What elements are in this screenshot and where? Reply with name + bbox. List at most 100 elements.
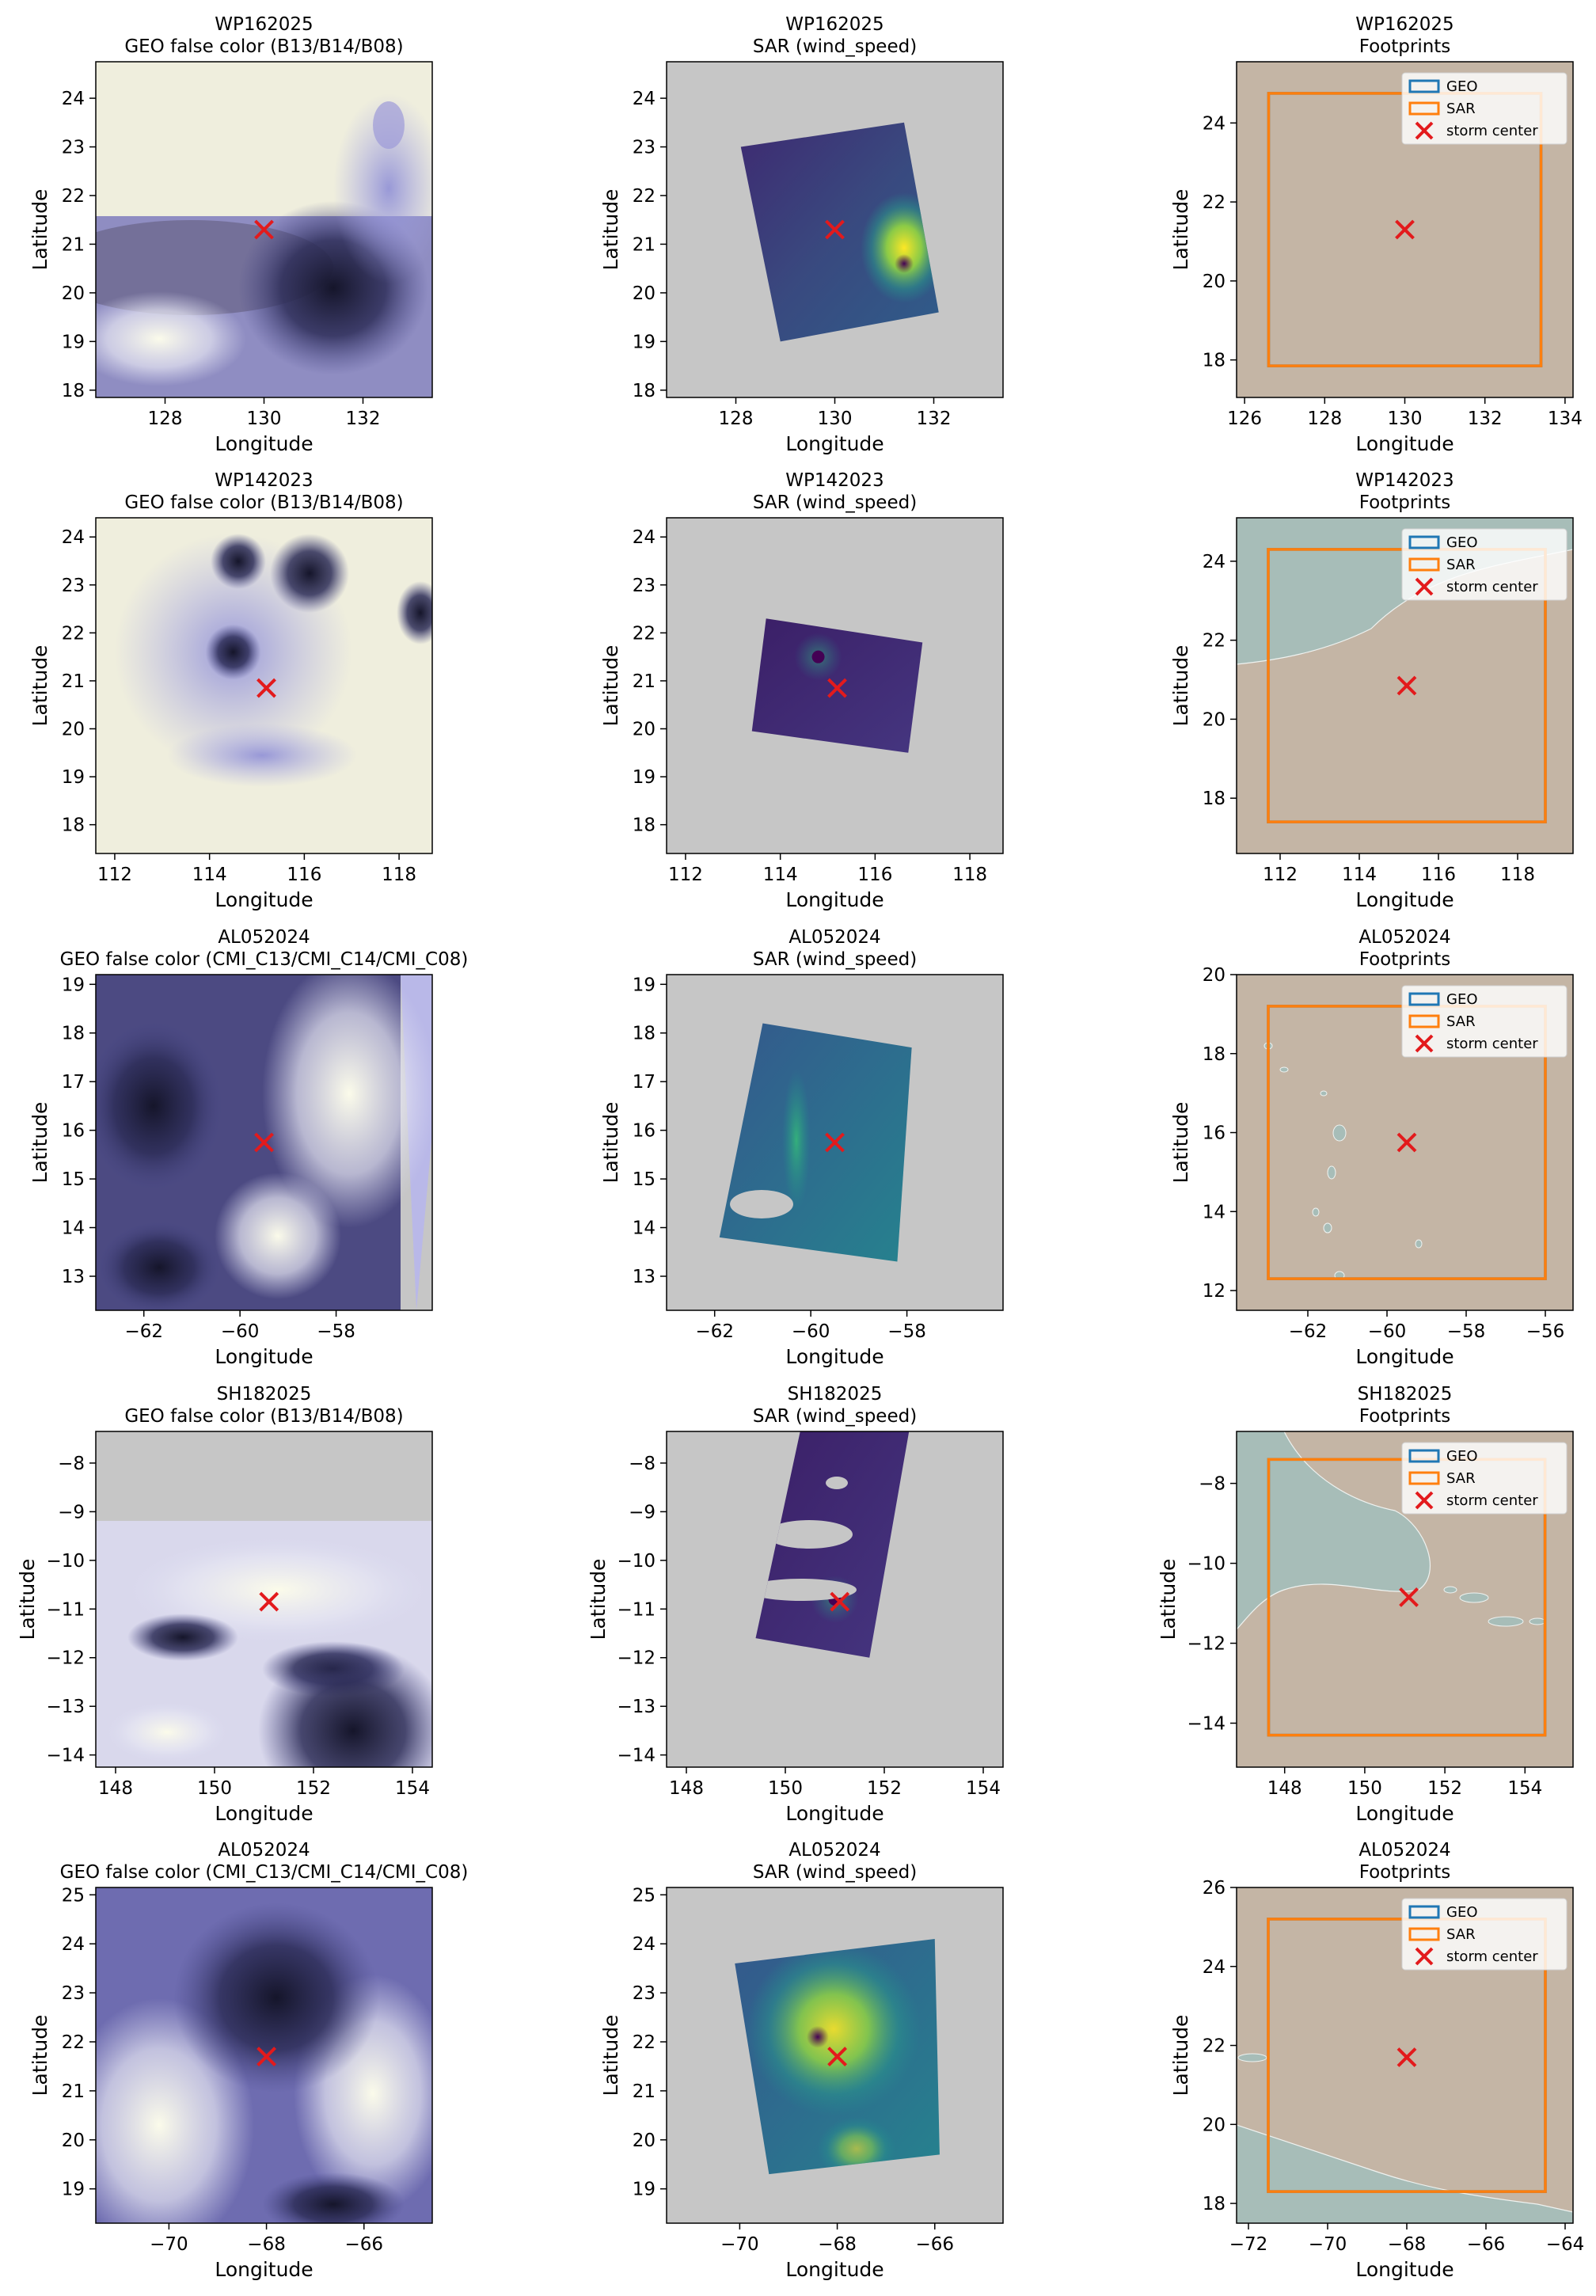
x-tick-label: 114	[192, 865, 227, 885]
island	[1459, 1592, 1489, 1603]
panel-title-storm-id: WP142023	[215, 470, 313, 491]
legend: GEO SAR storm center	[1401, 528, 1568, 601]
storm-center-marker	[256, 678, 276, 698]
y-tick-label: 25	[633, 1885, 656, 1906]
y-tick-label: 19	[62, 975, 85, 995]
axes-frame	[95, 517, 433, 854]
y-tick-label: 20	[633, 720, 656, 740]
x-tick-label: −66	[344, 2234, 383, 2255]
x-tick-label: −60	[792, 1321, 830, 1342]
x-tick-label: −68	[247, 2234, 286, 2255]
coastline	[1237, 1431, 1431, 1630]
x-tick-label: −66	[1467, 2234, 1506, 2255]
panel-footprints-1: 112 114 116 118 18 20 22 24 Longitude Latitude WP1…	[1169, 470, 1574, 911]
panel-footprints-3: 148 150 152 154 −14 −12 −10 −8 Longitude Latitude…	[1157, 1384, 1574, 1825]
y-tick-label: 17	[62, 1072, 85, 1093]
panel-title-storm-id: WP162025	[785, 14, 884, 35]
y-axis-label: Latitude	[1169, 1102, 1192, 1184]
y-tick-label: 16	[633, 1121, 656, 1142]
legend-label: SAR	[1446, 1013, 1476, 1030]
storm-center-marker	[1396, 2047, 1417, 2067]
x-tick-label: 130	[247, 409, 282, 429]
y-tick-label: 21	[633, 671, 656, 692]
panel-title-storm-id: WP162025	[1355, 14, 1454, 35]
y-tick-label: −12	[1187, 1634, 1226, 1655]
y-tick-label: 20	[62, 2131, 85, 2151]
island	[1237, 2053, 1267, 2062]
x-tick-label: 118	[1500, 865, 1535, 885]
x-tick-label: 152	[1427, 1778, 1462, 1799]
panel-title-storm-id: SH182025	[1358, 1384, 1453, 1405]
y-tick-label: 26	[1203, 1878, 1226, 1899]
storm-center-marker	[1399, 1587, 1419, 1607]
panel-title-product: SAR (wind_speed)	[753, 1406, 917, 1427]
y-axis-label: Latitude	[28, 1102, 51, 1184]
y-tick-label: 18	[62, 1024, 85, 1044]
panel-sar-1: 112 114 116 118 18 19 20 21 22 23 24 Longitude Latit…	[599, 470, 1004, 911]
x-tick-label: 112	[1263, 865, 1298, 885]
legend-label: SAR	[1446, 1926, 1476, 1943]
x-tick-label: 134	[1548, 409, 1583, 429]
legend-sar-swatch	[1408, 1014, 1440, 1028]
panel-title-product: SAR (wind_speed)	[753, 36, 917, 57]
y-tick-label: 22	[1203, 192, 1226, 213]
y-axis-label: Latitude	[28, 189, 51, 271]
x-tick-label: −58	[1447, 1321, 1486, 1342]
panel-title-storm-id: WP162025	[215, 14, 313, 35]
y-tick-label: −8	[629, 1454, 656, 1474]
y-tick-label: 25	[62, 1885, 85, 1906]
y-tick-label: 18	[1203, 2194, 1226, 2214]
island	[1320, 1090, 1328, 1097]
axes-frame	[666, 974, 1004, 1311]
panel-sar-0: 128 130 132 18 19 20 21 22 23 24 Longitude Latitude…	[599, 14, 1004, 455]
y-tick-label: 20	[1203, 2115, 1226, 2135]
island	[1415, 1239, 1423, 1249]
y-axis-label: Latitude	[28, 645, 51, 727]
x-axis-label: Longitude	[1355, 1802, 1454, 1825]
x-tick-label: −58	[317, 1321, 355, 1342]
y-tick-label: −14	[1187, 1713, 1226, 1734]
x-axis-label: Longitude	[215, 888, 313, 911]
storm-center-marker	[254, 219, 274, 240]
legend-geo-swatch	[1408, 79, 1440, 93]
y-axis-label: Latitude	[599, 189, 622, 271]
y-tick-label: 24	[1203, 552, 1226, 572]
y-tick-label: 24	[62, 89, 85, 109]
x-tick-label: 154	[395, 1778, 430, 1799]
x-tick-label: 130	[1388, 409, 1423, 429]
y-tick-label: 13	[633, 1267, 656, 1287]
y-tick-label: 19	[633, 332, 656, 352]
panel-title-product: Footprints	[1359, 36, 1451, 57]
axes-frame	[1236, 1887, 1574, 2224]
legend-storm-center-swatch	[1415, 1034, 1434, 1053]
legend: GEO SAR storm center	[1401, 1898, 1568, 1971]
panel-title-product: GEO false color (B13/B14/B08)	[124, 36, 403, 57]
axes-frame	[1236, 1431, 1574, 1768]
legend-geo-swatch	[1408, 992, 1440, 1006]
x-tick-label: −70	[150, 2234, 188, 2255]
panel-title-product: Footprints	[1359, 949, 1451, 970]
storm-center-marker	[825, 219, 845, 240]
x-tick-label: 118	[382, 865, 416, 885]
legend: GEO SAR storm center	[1401, 1442, 1568, 1515]
sar-swath	[751, 618, 923, 753]
x-tick-label: −70	[1309, 2234, 1347, 2255]
panel-title-product: Footprints	[1359, 1406, 1451, 1427]
x-axis-label: Longitude	[1355, 432, 1454, 455]
x-tick-label: 150	[197, 1778, 232, 1799]
y-axis-label: Latitude	[28, 2015, 51, 2096]
y-tick-label: 18	[1203, 789, 1226, 809]
x-tick-label: −68	[1388, 2234, 1427, 2255]
storm-center-marker	[259, 1591, 279, 1612]
y-tick-label: 21	[633, 2081, 656, 2102]
legend-label: SAR	[1446, 1470, 1476, 1487]
x-tick-label: −64	[1546, 2234, 1585, 2255]
y-tick-label: −9	[58, 1502, 85, 1522]
y-tick-label: 21	[62, 671, 85, 692]
panel-geo-0: 128 130 132 18 19 20 21 22 23 24 Longitude Latitude…	[28, 14, 433, 455]
y-axis-label: Latitude	[1157, 1559, 1180, 1640]
legend-label: storm center	[1446, 1036, 1538, 1052]
x-axis-label: Longitude	[785, 2258, 884, 2281]
y-tick-label: −9	[629, 1502, 656, 1522]
y-tick-label: −12	[46, 1648, 85, 1669]
